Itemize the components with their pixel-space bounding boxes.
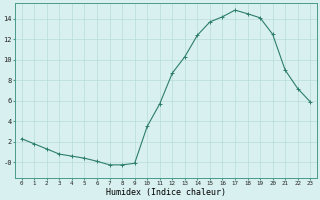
X-axis label: Humidex (Indice chaleur): Humidex (Indice chaleur) bbox=[106, 188, 226, 197]
